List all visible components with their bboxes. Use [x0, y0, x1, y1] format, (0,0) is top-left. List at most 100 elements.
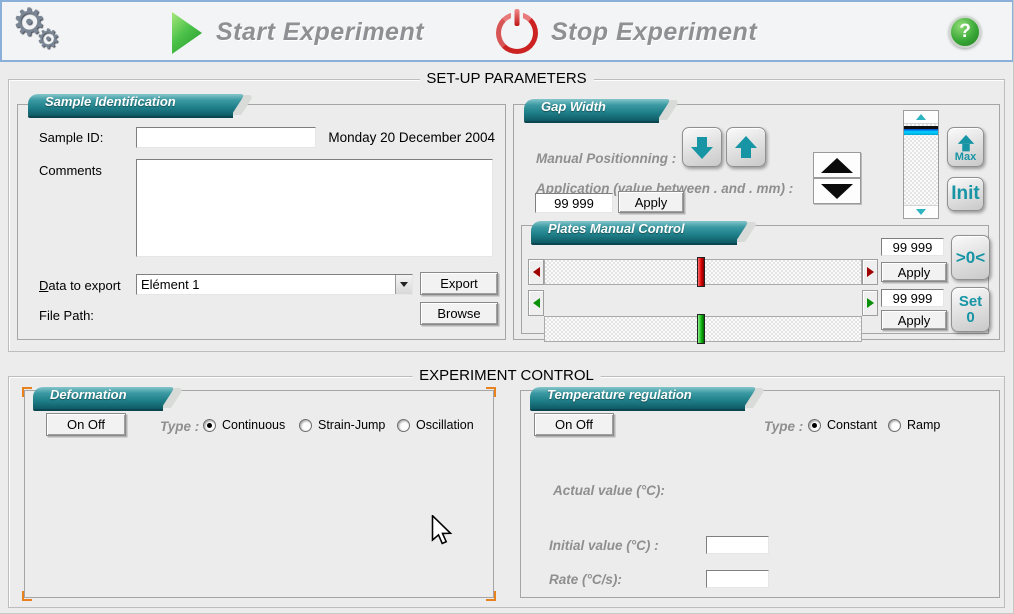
- deformation-on-off-button[interactable]: On Off: [46, 413, 126, 436]
- radio-selected-icon[interactable]: [808, 418, 821, 432]
- date-label: Monday 20 December 2004: [328, 130, 495, 145]
- spinner-up-button[interactable]: [813, 152, 861, 178]
- plates-manual-control-panel: Plates Manual Control Apply >0< Apply Se…: [521, 221, 990, 344]
- upper-plate-right-button[interactable]: [862, 259, 878, 285]
- sample-id-label: Sample ID:: [39, 130, 104, 145]
- triangle-left-icon: [532, 298, 540, 308]
- radio-ramp[interactable]: Ramp: [888, 418, 940, 432]
- set-zero-button[interactable]: Set 0: [951, 287, 990, 332]
- manual-positioning-label: Manual Positionning :: [536, 151, 677, 166]
- combo-dropdown-button[interactable]: [395, 275, 412, 294]
- selection-corner-icon: [486, 387, 496, 397]
- move-up-button[interactable]: [726, 127, 766, 167]
- export-button[interactable]: Export: [420, 272, 498, 295]
- gap-vertical-slider[interactable]: [903, 110, 939, 219]
- actual-value-label: Actual value (°C):: [553, 483, 665, 498]
- radio-selected-icon[interactable]: [203, 418, 216, 432]
- triangle-right-icon: [866, 298, 874, 308]
- spinner-down-button[interactable]: [813, 178, 861, 204]
- chevron-down-icon: [400, 282, 408, 287]
- lower-plate-slider-handle[interactable]: [697, 314, 705, 344]
- lower-plate-right-button[interactable]: [862, 290, 878, 316]
- deformation-tab: Deformation: [33, 387, 184, 409]
- application-label: Application (value between . and . mm) :: [536, 181, 794, 196]
- data-to-export-value: Elément 1: [141, 277, 200, 292]
- lower-plate-apply-button[interactable]: Apply: [881, 310, 947, 330]
- temperature-regulation-tab: Temperature regulation: [530, 387, 766, 409]
- move-down-button[interactable]: [682, 127, 722, 167]
- stop-experiment-label[interactable]: Stop Experiment: [551, 18, 758, 46]
- radio-constant[interactable]: Constant: [808, 418, 877, 432]
- upper-plate-value-input[interactable]: [881, 238, 944, 256]
- deformation-type-label: Type :: [160, 419, 200, 434]
- slider-track[interactable]: [904, 124, 938, 205]
- initial-value-input[interactable]: [706, 536, 769, 554]
- radio-ramp-label: Ramp: [907, 418, 941, 432]
- init-button[interactable]: Init: [947, 177, 984, 211]
- temperature-type-label: Type :: [764, 419, 804, 434]
- sample-identification-panel: Sample Identification Sample ID: Monday …: [17, 94, 506, 340]
- radio-oscillation[interactable]: Oscillation: [397, 418, 474, 432]
- plates-manual-control-tab: Plates Manual Control: [531, 221, 758, 243]
- radio-strain-jump-label: Strain-Jump: [318, 418, 386, 432]
- rate-input[interactable]: [706, 570, 769, 588]
- temperature-on-off-button[interactable]: On Off: [534, 413, 614, 436]
- arrow-up-icon: [957, 134, 974, 151]
- triangle-left-icon: [532, 267, 540, 277]
- toolbar: ⚙ ⚙ Start Experiment Stop Experiment ?: [0, 0, 1013, 62]
- selection-corner-icon: [22, 387, 32, 397]
- slider-up-button[interactable]: [904, 111, 938, 124]
- triangle-right-icon: [866, 267, 874, 277]
- upper-plate-slider-handle[interactable]: [697, 257, 705, 287]
- lower-plate-slider-track[interactable]: [544, 314, 862, 344]
- selection-corner-icon: [486, 591, 496, 601]
- file-path-label: File Path:: [39, 308, 94, 323]
- radio-continuous[interactable]: Continuous: [203, 418, 285, 432]
- data-to-export-label: Data to export: [39, 278, 121, 293]
- gap-apply-button[interactable]: Apply: [618, 191, 684, 213]
- slider-down-button[interactable]: [904, 205, 938, 218]
- radio-constant-label: Constant: [827, 418, 878, 432]
- comments-textarea[interactable]: [136, 159, 493, 257]
- radio-icon[interactable]: [888, 418, 901, 432]
- radio-strain-jump[interactable]: Strain-Jump: [299, 418, 385, 432]
- slider-handle[interactable]: [904, 126, 938, 135]
- initial-value-label: Initial value (°C) :: [549, 538, 659, 553]
- radio-icon[interactable]: [397, 418, 410, 432]
- lower-plate-value-input[interactable]: [881, 289, 944, 307]
- upper-plate-slider-track[interactable]: [544, 257, 862, 287]
- triangle-up-icon: [916, 114, 926, 120]
- gap-value-input[interactable]: [535, 193, 613, 213]
- arrow-up-icon: [735, 135, 757, 159]
- browse-button[interactable]: Browse: [420, 302, 498, 325]
- start-experiment-icon[interactable]: [172, 12, 202, 54]
- gap-width-tab: Gap Width: [524, 99, 680, 121]
- upper-plate-apply-button[interactable]: Apply: [881, 262, 947, 282]
- zero-gap-button[interactable]: >0<: [951, 235, 990, 280]
- comments-label: Comments: [39, 163, 102, 178]
- sample-identification-tab-label: Sample Identification: [45, 94, 176, 109]
- help-button[interactable]: ?: [949, 16, 981, 48]
- stop-experiment-icon[interactable]: [496, 8, 538, 54]
- temperature-regulation-tab-label: Temperature regulation: [547, 387, 692, 402]
- radio-icon[interactable]: [299, 418, 312, 432]
- sample-id-input[interactable]: [136, 127, 316, 148]
- triangle-down-icon: [916, 209, 926, 215]
- gap-width-panel: Gap Width Manual Positionning : Applicat…: [513, 99, 1000, 344]
- radio-continuous-label: Continuous: [222, 418, 286, 432]
- sample-identification-tab: Sample Identification: [28, 94, 254, 116]
- rate-label: Rate (°C/s):: [549, 572, 622, 587]
- plates-manual-control-tab-label: Plates Manual Control: [548, 221, 685, 236]
- setup-parameters-group: SET-UP PARAMETERS: [8, 70, 1005, 352]
- temperature-regulation-panel: Temperature regulation On Off Type : Con…: [520, 387, 1000, 598]
- start-experiment-label[interactable]: Start Experiment: [216, 18, 425, 46]
- experiment-control-group: EXPERIMENT CONTROL: [8, 367, 1005, 608]
- radio-oscillation-label: Oscillation: [416, 418, 474, 432]
- upper-plate-left-button[interactable]: [528, 259, 544, 285]
- data-to-export-select[interactable]: Elément 1: [136, 274, 413, 295]
- lower-plate-left-button[interactable]: [528, 290, 544, 316]
- gap-width-tab-label: Gap Width: [541, 99, 606, 114]
- max-button[interactable]: Max: [947, 127, 984, 167]
- arrow-down-icon: [691, 136, 713, 159]
